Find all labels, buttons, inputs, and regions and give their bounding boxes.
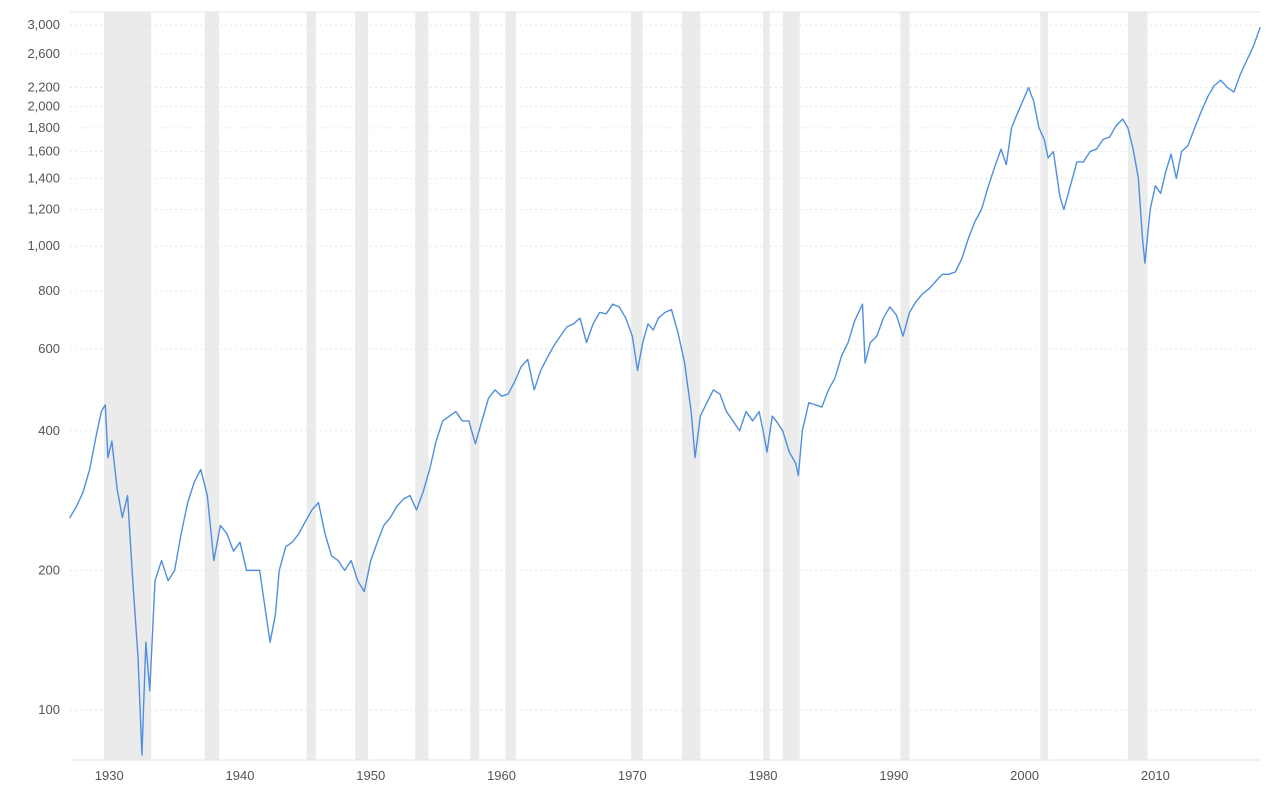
x-tick-label: 2000 [1010,768,1039,783]
recession-band [104,12,151,760]
recession-band [763,12,770,760]
y-tick-label: 2,200 [27,79,60,94]
x-tick-label: 1940 [226,768,255,783]
recession-band [415,12,428,760]
recession-band [783,12,800,760]
recession-band [682,12,700,760]
y-tick-label: 2,600 [27,46,60,61]
x-tick-label: 2010 [1141,768,1170,783]
y-tick-label: 400 [38,423,60,438]
y-tick-label: 600 [38,341,60,356]
recession-band [631,12,643,760]
chart-container: 100 200 400 600 800 1,000 1,200 1,400 1,600 1,800… [0,0,1280,790]
recession-band [307,12,316,760]
x-tick-label: 1960 [487,768,516,783]
y-tick-label: 1,000 [27,238,60,253]
recession-band [355,12,368,760]
x-tick-label: 1970 [618,768,647,783]
recession-band [205,12,219,760]
y-tick-label: 800 [38,283,60,298]
recession-band [900,12,909,760]
recession-band [470,12,479,760]
y-tick-label: 3,000 [27,17,60,32]
y-tick-label: 1,600 [27,144,60,159]
line-chart: 100 200 400 600 800 1,000 1,200 1,400 1,600 1,800… [0,0,1280,790]
x-tick-label: 1990 [879,768,908,783]
x-tick-label: 1950 [356,768,385,783]
x-tick-label: 1980 [749,768,778,783]
y-tick-label: 1,200 [27,202,60,217]
recession-band [505,12,515,760]
x-tick-label: 1930 [95,768,124,783]
y-tick-label: 1,400 [27,170,60,185]
y-tick-label: 200 [38,562,60,577]
recession-band [1040,12,1048,760]
y-tick-label: 1,800 [27,120,60,135]
y-tick-label: 100 [38,702,60,717]
recession-band [1128,12,1148,760]
y-tick-label: 2,000 [27,99,60,114]
